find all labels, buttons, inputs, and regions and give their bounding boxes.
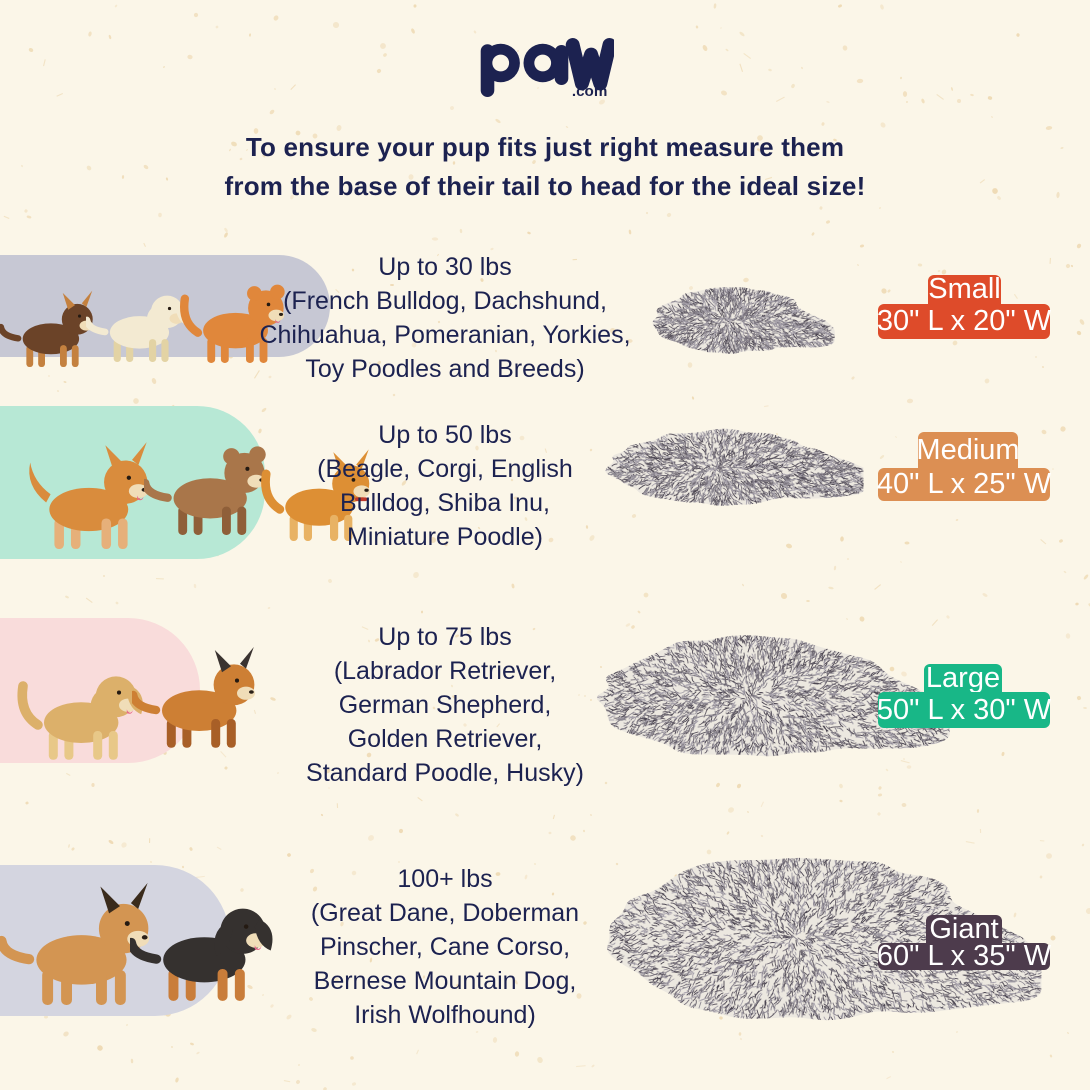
svg-text:.com: .com [571,83,606,97]
